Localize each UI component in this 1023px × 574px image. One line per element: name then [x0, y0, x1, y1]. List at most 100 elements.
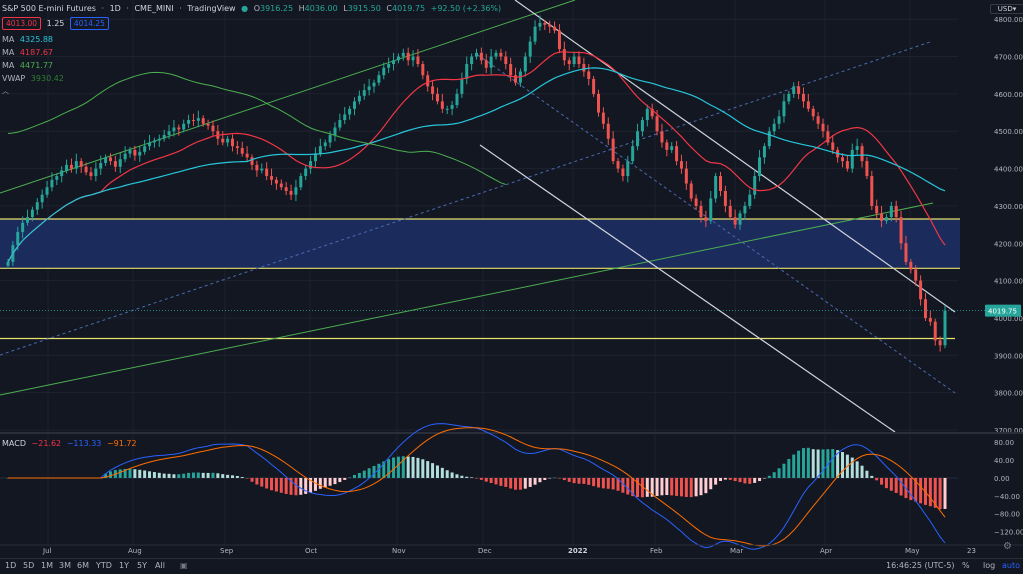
candle-body — [577, 56, 581, 65]
range-ytd-button[interactable]: YTD — [96, 561, 112, 570]
macd-hist-bar — [919, 477, 923, 504]
candle-body — [74, 161, 78, 169]
candle-body — [919, 280, 923, 300]
candle-body — [875, 205, 879, 214]
macd-tick-label: −40.00 — [994, 493, 1020, 501]
symbol-name[interactable]: S&P 500 E-mini Futures — [2, 4, 96, 13]
macd-hist-bar — [699, 477, 703, 496]
macd-hist-bar — [499, 477, 503, 486]
candle-body — [841, 157, 845, 162]
macd-hist-bar — [518, 477, 522, 490]
indicator-value: 3930.42 — [30, 74, 64, 83]
symbol-source: TradingView — [187, 4, 236, 13]
price-tick-label: 4000.00 — [994, 315, 1023, 323]
gear-icon[interactable]: ⚙ — [1003, 541, 1012, 552]
clock-time[interactable]: 16:46:25 (UTC-5) — [886, 561, 955, 570]
macd-hist-bar — [592, 477, 596, 487]
macd-hist-bar — [728, 477, 732, 480]
currency-selector[interactable]: USD▾ — [990, 4, 1023, 14]
macd-hist-bar — [889, 477, 893, 491]
range-1m-button[interactable]: 1M — [41, 561, 53, 570]
macd-hist-bar — [201, 472, 205, 478]
macd-hist-bar — [660, 477, 664, 496]
candle-body — [880, 213, 884, 221]
indicator-ma-1[interactable]: MA 4325.88 — [2, 35, 56, 44]
macd-hist-bar — [396, 456, 400, 478]
macd-hist-bar — [738, 477, 742, 483]
candle-body — [245, 153, 249, 158]
bottom-toolbar: 1D 5D 1M 3M 6M YTD 1Y 5Y All ▣ 16:46:25 … — [0, 558, 1023, 574]
candle-body — [240, 148, 244, 154]
symbol-legend[interactable]: S&P 500 E-mini Futures · 1D · CME_MINI ·… — [2, 4, 502, 13]
candle-body — [543, 22, 547, 25]
macd-hist-bar — [645, 477, 649, 497]
candle-body — [40, 194, 44, 203]
log-toggle[interactable]: log — [983, 561, 996, 570]
macd-hist-bar — [538, 477, 542, 483]
candle-body — [289, 190, 293, 195]
macd-hist-bar — [880, 477, 884, 485]
macd-axis-bg — [960, 435, 1023, 545]
macd-hist-bar — [841, 452, 845, 478]
macd-hist-bar — [684, 477, 688, 497]
macd-legend[interactable]: MACD −21.62 −113.33 −91.72 — [2, 439, 140, 448]
macd-hist-bar — [401, 456, 405, 478]
time-tick-label: Sep — [220, 547, 234, 555]
macd-hist-bar — [928, 477, 932, 507]
candle-body — [162, 134, 166, 139]
candle-body — [494, 52, 498, 57]
collapse-legend-button[interactable]: ︿ — [2, 86, 12, 96]
candle-body — [367, 86, 371, 91]
macd-hist-bar — [494, 477, 498, 485]
candle-body — [284, 187, 288, 191]
candle-body — [211, 125, 215, 132]
indicator-ma-2[interactable]: MA 4187.67 — [2, 48, 56, 57]
candle-body — [801, 93, 805, 102]
candle-body — [294, 187, 298, 195]
candle-body — [230, 138, 234, 147]
range-5d-button[interactable]: 5D — [23, 561, 35, 570]
macd-hist-bar — [577, 477, 581, 484]
bid-price-button[interactable]: 4013.00 — [2, 17, 42, 30]
candle-body — [548, 24, 552, 27]
auto-toggle[interactable]: auto — [1002, 561, 1021, 570]
candle-body — [484, 60, 488, 68]
macd-hist-bar — [108, 471, 112, 478]
macd-hist-bar — [748, 477, 752, 484]
macd-hist-bar — [211, 472, 215, 478]
candle-body — [597, 93, 601, 113]
range-3m-button[interactable]: 3M — [59, 561, 71, 570]
macd-hist-bar — [523, 477, 527, 489]
macd-hist-bar — [587, 477, 591, 485]
range-1y-button[interactable]: 1Y — [119, 561, 129, 570]
downtrend-lower — [479, 144, 896, 433]
candle-body — [352, 101, 356, 109]
indicator-ma-3[interactable]: MA 4471.77 — [2, 61, 56, 70]
macd-line — [8, 423, 946, 550]
macd-hist-bar — [138, 469, 142, 478]
macd-hist-bar — [260, 477, 264, 487]
candle-body — [69, 164, 73, 169]
macd-hist-bar — [655, 477, 659, 496]
ask-price-button[interactable]: 4014.25 — [69, 17, 109, 30]
date-range-icon[interactable]: ▣ — [180, 561, 188, 570]
indicator-vwap[interactable]: VWAP 3930.42 — [2, 74, 67, 83]
macd-hist-bar — [235, 475, 239, 478]
candle-body — [143, 146, 147, 152]
candle-body — [743, 205, 747, 214]
macd-hist-bar — [143, 470, 147, 478]
candle-body — [582, 64, 586, 72]
range-1d-button[interactable]: 1D — [5, 561, 17, 570]
candle-body — [123, 153, 127, 160]
candle-body — [60, 170, 64, 177]
candle-body — [250, 157, 254, 165]
candle-body — [304, 168, 308, 177]
percent-toggle[interactable]: % — [962, 561, 970, 570]
range-all-button[interactable]: All — [155, 561, 165, 570]
macd-hist-bar — [118, 469, 122, 478]
time-tick-label: Feb — [650, 547, 663, 555]
range-6m-button[interactable]: 6M — [77, 561, 89, 570]
range-5y-button[interactable]: 5Y — [137, 561, 147, 570]
